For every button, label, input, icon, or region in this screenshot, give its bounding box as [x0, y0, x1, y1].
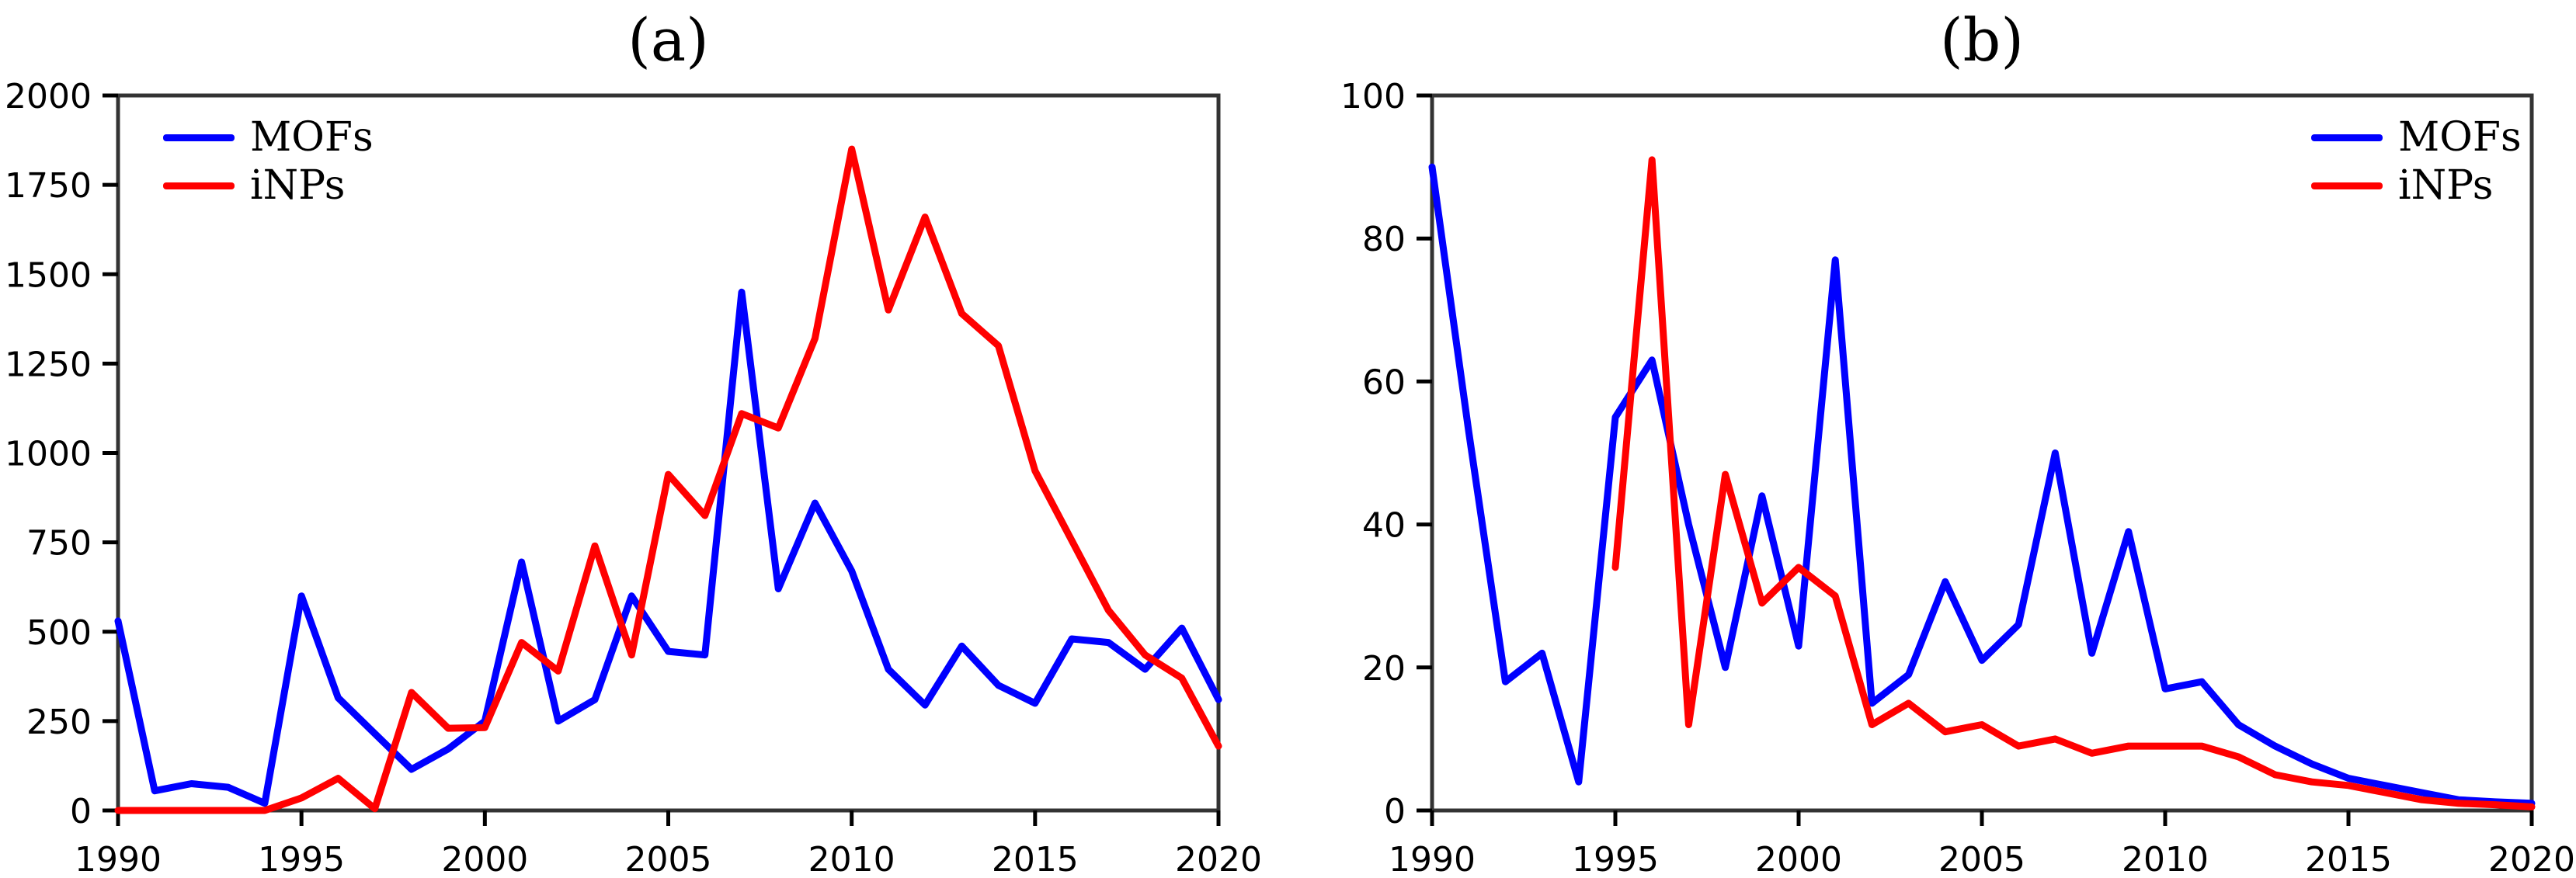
- y-tick-label: 80: [1362, 220, 1406, 259]
- legend-label: MOFs: [250, 114, 374, 161]
- legend-item-mofs: MOFs: [163, 115, 374, 160]
- series-line-mofs-a: [114, 288, 1222, 807]
- x-tick-label: 2010: [808, 840, 895, 878]
- x-tick-label: 2020: [2488, 840, 2575, 878]
- y-tick-label: 2000: [5, 77, 92, 116]
- x-tick-label: 2000: [441, 840, 528, 878]
- x-tick-label: 2000: [1755, 840, 1842, 878]
- x-tick-label: 2010: [2122, 840, 2209, 878]
- y-tick-label: 1750: [5, 166, 92, 206]
- y-tick-label: 100: [1340, 77, 1406, 116]
- y-tick-label: 20: [1362, 649, 1406, 689]
- x-tick-label: 1995: [258, 840, 345, 878]
- x-tick-label: 1990: [75, 840, 162, 878]
- legend-label: iNPs: [250, 162, 346, 209]
- y-tick-label: 0: [70, 792, 92, 831]
- legend-item-mofs: MOFs: [2311, 115, 2522, 160]
- series-line-mofs-b: [1428, 163, 2536, 807]
- legend-label: MOFs: [2398, 114, 2522, 161]
- inps-line-swatch: [2311, 182, 2383, 189]
- y-tick-label: 60: [1362, 363, 1406, 402]
- panel-b-title: (b): [1940, 5, 2024, 75]
- mofs-line-swatch: [163, 134, 235, 141]
- panel-b-legend: MOFs iNPs: [2311, 115, 2522, 208]
- legend-item-inps: iNPs: [2311, 163, 2522, 208]
- x-tick-label: 2015: [992, 840, 1079, 878]
- y-tick-label: 0: [1384, 792, 1406, 831]
- legend-label: iNPs: [2398, 162, 2494, 209]
- y-tick-label: 750: [26, 524, 92, 564]
- panel-a-title: (a): [627, 5, 709, 75]
- x-tick-label: 2005: [625, 840, 712, 878]
- y-tick-label: 1000: [5, 435, 92, 474]
- mofs-line-swatch: [2311, 134, 2383, 141]
- series-line-inps-b: [1611, 156, 2536, 810]
- y-tick-label: 1500: [5, 255, 92, 295]
- x-tick-label: 2020: [1175, 840, 1262, 878]
- y-tick-label: 40: [1362, 506, 1406, 546]
- series-line-inps-a: [114, 145, 1222, 814]
- y-tick-label: 1250: [5, 345, 92, 384]
- y-tick-label: 500: [26, 613, 92, 653]
- panel-a-legend: MOFs iNPs: [163, 115, 374, 208]
- y-tick-label: 250: [26, 703, 92, 742]
- x-tick-label: 2005: [1938, 840, 2025, 878]
- x-tick-label: 2015: [2305, 840, 2392, 878]
- legend-item-inps: iNPs: [163, 163, 374, 208]
- x-tick-label: 1995: [1572, 840, 1659, 878]
- inps-line-swatch: [163, 182, 235, 189]
- x-tick-label: 1990: [1389, 840, 1476, 878]
